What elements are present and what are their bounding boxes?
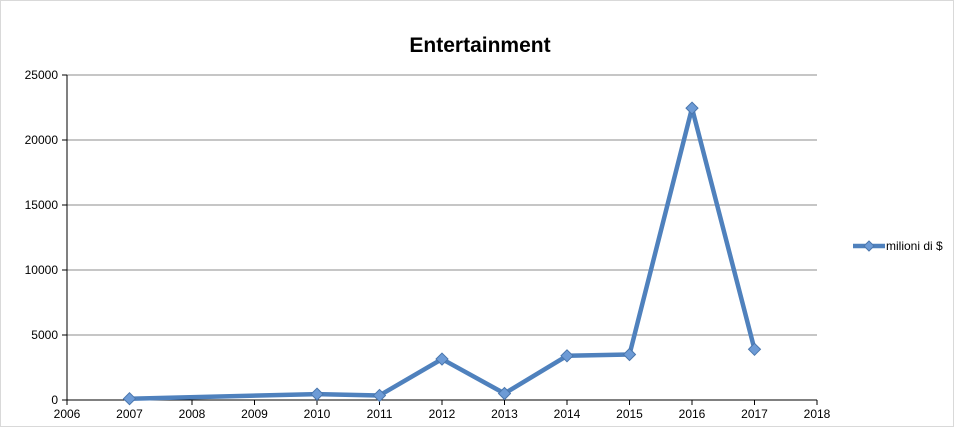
axis-layer: 0 5000 10000 15000 20000 25000 2006 2007 2008 200…	[25, 68, 831, 421]
y-tick-label: 15000	[25, 198, 59, 212]
data-point-marker	[560, 349, 574, 363]
x-tick-label: 2011	[367, 407, 393, 421]
y-tick-label: 20000	[25, 133, 59, 147]
y-tick-label: 10000	[25, 263, 59, 277]
x-tick-label: 2014	[554, 407, 581, 421]
series-layer	[122, 101, 762, 406]
data-point-marker	[310, 387, 324, 401]
data-point-marker	[685, 101, 699, 115]
y-tick-label: 25000	[25, 68, 59, 82]
data-point-marker	[435, 352, 449, 366]
data-point-marker	[747, 342, 762, 357]
data-point-marker	[622, 347, 637, 362]
x-tick-label: 2006	[54, 407, 81, 421]
x-tick-label: 2015	[616, 407, 643, 421]
x-tick-label: 2018	[804, 407, 831, 421]
x-tick-label: 2009	[241, 407, 268, 421]
x-tick-label: 2007	[116, 407, 143, 421]
data-point-marker	[122, 391, 137, 406]
x-tick-label: 2017	[741, 407, 768, 421]
legend-marker-swatch	[863, 240, 875, 252]
data-point-marker	[372, 388, 387, 403]
legend: milioni di $	[853, 239, 943, 253]
x-tick-label: 2010	[304, 407, 331, 421]
x-tick-label: 2008	[179, 407, 206, 421]
legend-label: milioni di $	[886, 239, 943, 253]
x-tick-label: 2012	[429, 407, 456, 421]
y-tick-label: 5000	[31, 328, 58, 342]
y-tick-label: 0	[51, 393, 58, 407]
data-point-marker	[497, 386, 512, 401]
x-tick-label: 2016	[679, 407, 706, 421]
x-tick-label: 2013	[491, 407, 518, 421]
chart-title: Entertainment	[409, 34, 550, 57]
grid-layer	[67, 74, 817, 336]
